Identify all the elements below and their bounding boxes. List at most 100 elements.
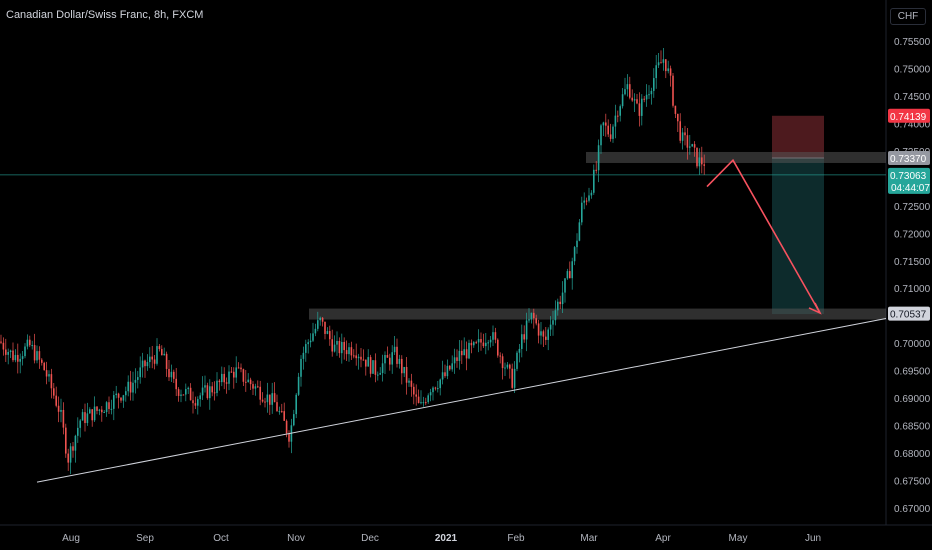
candle-body bbox=[693, 144, 696, 148]
candle-body bbox=[629, 84, 631, 98]
stop-loss-zone bbox=[772, 115, 824, 159]
candle-body bbox=[547, 329, 549, 340]
candle-body bbox=[602, 122, 605, 126]
candle-body bbox=[355, 355, 357, 359]
candle-body bbox=[309, 340, 312, 343]
candle-body bbox=[408, 380, 410, 383]
candle-body bbox=[177, 389, 180, 396]
candle-body bbox=[569, 271, 571, 279]
candle-body bbox=[302, 352, 305, 359]
candle-body bbox=[533, 312, 535, 319]
candle-body bbox=[571, 261, 573, 279]
time-tick-label: Jun bbox=[805, 533, 821, 544]
candle-body bbox=[297, 376, 300, 395]
candle-body bbox=[132, 382, 134, 393]
candle-body bbox=[497, 339, 499, 356]
candle-body bbox=[163, 353, 165, 356]
candle-body bbox=[93, 406, 96, 421]
candle-body bbox=[427, 395, 429, 403]
candle-body bbox=[317, 320, 319, 329]
candle-body bbox=[17, 354, 19, 362]
candle-body bbox=[137, 377, 139, 380]
candle-body bbox=[686, 135, 689, 148]
candle-body bbox=[482, 342, 485, 347]
candle-body bbox=[401, 358, 403, 374]
candle-body bbox=[0, 341, 2, 343]
candle-body bbox=[101, 409, 103, 413]
price-tick-label: 0.74500 bbox=[894, 92, 931, 103]
candle-body bbox=[127, 381, 129, 392]
candle-body bbox=[33, 345, 36, 361]
candle-body bbox=[333, 344, 336, 352]
candle-body bbox=[593, 169, 595, 193]
candle-body bbox=[141, 360, 144, 368]
candle-body bbox=[7, 352, 9, 355]
candle-body bbox=[29, 339, 31, 346]
candle-body bbox=[21, 356, 24, 359]
candle-body bbox=[521, 334, 523, 349]
candle-body bbox=[206, 385, 209, 399]
candle-body bbox=[187, 387, 189, 390]
time-tick-label: Oct bbox=[213, 533, 229, 544]
candle-body bbox=[425, 402, 427, 404]
candle-body bbox=[573, 247, 576, 262]
candle-body bbox=[696, 147, 698, 167]
candle-body bbox=[65, 427, 67, 454]
candle-body bbox=[211, 386, 213, 393]
candle-body bbox=[523, 334, 525, 340]
price-tick-label: 0.69000 bbox=[894, 394, 931, 405]
candle-body bbox=[588, 195, 590, 201]
price-label-box bbox=[888, 108, 930, 123]
candle-body bbox=[429, 392, 432, 396]
candle-body bbox=[679, 121, 681, 141]
currency-selector[interactable]: CHF bbox=[890, 8, 926, 25]
candle-body bbox=[242, 369, 245, 382]
time-tick-label: Dec bbox=[361, 533, 379, 544]
time-tick-label: May bbox=[729, 533, 748, 544]
candle-body bbox=[578, 222, 581, 241]
candle-body bbox=[489, 339, 492, 343]
candle-body bbox=[530, 312, 533, 320]
candle-body bbox=[641, 98, 643, 116]
candle-body bbox=[48, 374, 50, 377]
candle-body bbox=[468, 342, 470, 359]
candle-body bbox=[180, 394, 182, 396]
candle-body bbox=[19, 358, 21, 362]
candle-body bbox=[9, 350, 12, 353]
candle-body bbox=[41, 359, 43, 363]
candle-body bbox=[235, 367, 237, 378]
candle-body bbox=[470, 342, 473, 346]
candle-body bbox=[545, 336, 547, 340]
candle-body bbox=[36, 351, 38, 361]
candle-body bbox=[379, 373, 381, 375]
candle-body bbox=[576, 240, 578, 248]
candle-body bbox=[345, 350, 348, 355]
candle-body bbox=[374, 360, 377, 375]
countdown-label: 04:44:07 bbox=[891, 183, 930, 194]
candle-body bbox=[233, 371, 235, 378]
candle-body bbox=[650, 90, 653, 95]
candle-body bbox=[185, 389, 187, 395]
candle-body bbox=[566, 271, 569, 279]
candle-body bbox=[175, 378, 177, 390]
candle-body bbox=[161, 349, 163, 356]
candle-body bbox=[564, 278, 566, 293]
candle-body bbox=[12, 350, 14, 361]
candle-body bbox=[621, 94, 624, 107]
candle-body bbox=[653, 78, 655, 91]
candle-body bbox=[422, 402, 425, 404]
candle-body bbox=[122, 395, 125, 401]
candle-body bbox=[698, 157, 701, 167]
candle-body bbox=[597, 145, 600, 171]
projection-arrowhead bbox=[808, 302, 822, 315]
candle-body bbox=[434, 387, 437, 389]
candle-body bbox=[285, 420, 288, 434]
candle-body bbox=[494, 332, 497, 340]
candle-body bbox=[677, 113, 679, 122]
candle-body bbox=[475, 342, 477, 344]
candle-body bbox=[437, 388, 439, 390]
candle-body bbox=[377, 374, 379, 376]
candle-body bbox=[660, 62, 662, 64]
candle-body bbox=[681, 132, 684, 141]
